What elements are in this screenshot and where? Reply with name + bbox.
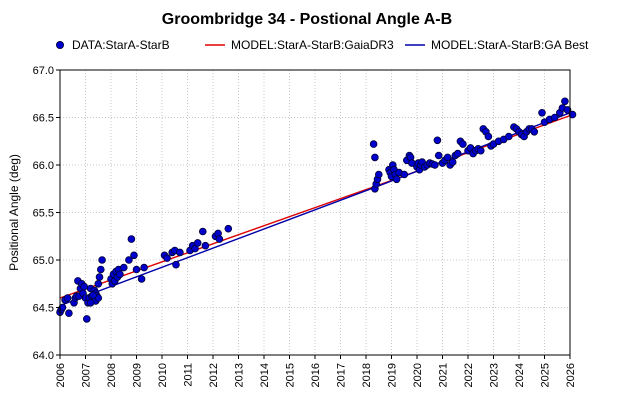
- data-point: [550, 113, 559, 122]
- data-point: [453, 149, 462, 158]
- x-tick-label: 2011: [183, 363, 195, 387]
- data-point: [65, 309, 73, 318]
- grid: [60, 70, 570, 355]
- y-axis-ticks: 64.0 64.5 65.0 65.5 66.0 66.5 67.0: [33, 65, 60, 362]
- x-tick-label: 2017: [336, 363, 348, 387]
- data-point: [116, 270, 124, 279]
- data-point: [163, 254, 171, 262]
- data-point: [86, 298, 95, 307]
- x-tick-label: 2024: [514, 363, 526, 387]
- data-point: [371, 153, 379, 162]
- data-point: [561, 97, 569, 106]
- legend-label: MODEL:StarA-StarB:GA Best: [431, 38, 589, 52]
- chart-title: Groombridge 34 - Postional Angle A-B: [162, 11, 452, 28]
- data-point: [95, 273, 104, 281]
- data-point: [97, 265, 105, 274]
- data-point: [443, 153, 452, 162]
- data-point: [132, 265, 141, 274]
- y-tick-label: 64.0: [33, 350, 54, 362]
- data-point: [193, 239, 202, 247]
- data-point: [137, 275, 146, 283]
- data-point: [434, 151, 443, 160]
- x-tick-label: 2020: [412, 363, 424, 387]
- y-tick-label: 66.0: [33, 160, 54, 172]
- data-point: [140, 263, 148, 272]
- data-point: [176, 248, 184, 257]
- data-point: [89, 291, 97, 300]
- data-point: [98, 256, 106, 264]
- data-point: [504, 132, 513, 141]
- data-point: [530, 128, 539, 136]
- y-tick-label: 66.5: [33, 113, 54, 125]
- x-tick-label: 2013: [234, 363, 246, 387]
- legend-label: DATA:StarA-StarB: [72, 38, 170, 52]
- data-point: [125, 256, 133, 264]
- data-points: [56, 97, 577, 323]
- data-point: [568, 110, 577, 119]
- y-tick-label: 67.0: [33, 65, 54, 77]
- x-tick-label: 2025: [540, 363, 552, 387]
- x-tick-label: 2009: [132, 363, 144, 387]
- x-tick-label: 2008: [106, 363, 118, 387]
- x-tick-label: 2023: [489, 363, 501, 387]
- x-tick-label: 2022: [463, 363, 475, 387]
- x-tick-label: 2018: [361, 363, 373, 387]
- data-point: [172, 260, 180, 269]
- x-tick-label: 2014: [259, 363, 271, 387]
- data-point: [63, 294, 72, 302]
- x-tick-label: 2016: [310, 363, 322, 387]
- data-point: [201, 241, 210, 250]
- x-tick-label: 2010: [157, 363, 169, 387]
- x-tick-label: 2021: [438, 363, 450, 387]
- data-point: [369, 140, 378, 148]
- data-point: [94, 279, 103, 288]
- data-point: [120, 263, 128, 272]
- y-tick-label: 65.0: [33, 255, 54, 267]
- legend-item: DATA:StarA-StarB: [56, 38, 170, 52]
- legend: DATA:StarA-StarB MODEL:StarA-StarB:GaiaDR…: [56, 38, 589, 52]
- legend-item: MODEL:StarA-StarB:GaiaDR3: [205, 38, 394, 52]
- data-point: [374, 170, 383, 179]
- data-point: [199, 227, 207, 236]
- x-tick-label: 2015: [285, 363, 297, 387]
- x-tick-label: 2019: [387, 363, 399, 387]
- data-point: [538, 109, 546, 117]
- x-tick-label: 2007: [81, 363, 93, 387]
- data-point: [431, 161, 439, 169]
- data-point: [215, 235, 224, 243]
- data-point: [563, 106, 572, 114]
- x-tick-label: 2026: [565, 363, 577, 387]
- data-point: [448, 158, 457, 166]
- y-tick-label: 65.5: [33, 208, 54, 220]
- data-point: [459, 140, 467, 148]
- data-point: [400, 170, 409, 179]
- legend-label: MODEL:StarA-StarB:GaiaDR3: [231, 38, 394, 52]
- data-point: [224, 224, 233, 233]
- x-tick-label: 2012: [208, 363, 220, 387]
- data-point: [130, 251, 138, 260]
- y-tick-label: 64.5: [33, 303, 54, 315]
- legend-marker: [56, 41, 65, 50]
- data-point: [127, 235, 136, 243]
- y-axis-label: Positional Angle (deg): [7, 154, 21, 271]
- data-point: [484, 132, 493, 141]
- data-point: [392, 175, 401, 184]
- x-axis-ticks: 2006 2007 2008 2009 2010 2011 2012 2013 2014 2015…: [55, 355, 577, 387]
- data-point: [83, 315, 91, 323]
- x-tick-label: 2006: [55, 363, 67, 387]
- data-point: [476, 146, 485, 155]
- data-point: [433, 136, 442, 145]
- data-point: [80, 282, 88, 291]
- legend-item: MODEL:StarA-StarB:GA Best: [405, 38, 589, 52]
